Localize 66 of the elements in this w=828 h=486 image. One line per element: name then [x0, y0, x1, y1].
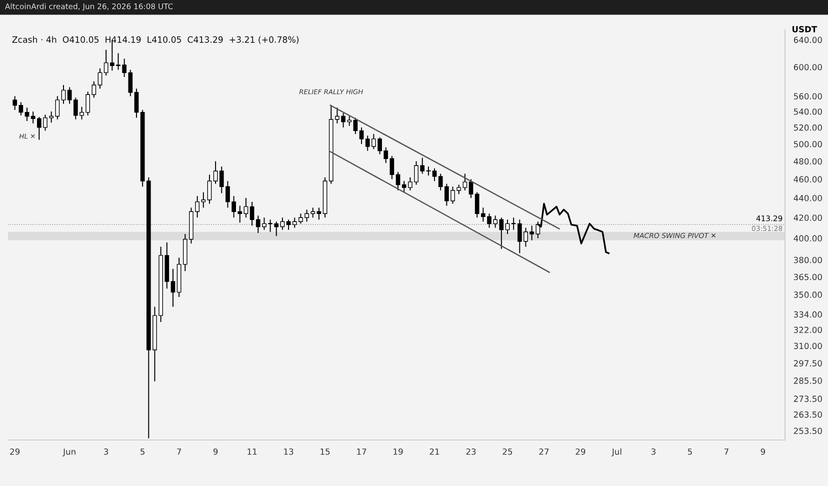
- y-tick-label: 560.00: [794, 93, 822, 100]
- y-tick-label: 350.00: [794, 292, 822, 298]
- candlestick: [18, 102, 24, 116]
- y-tick-label: 440.00: [794, 194, 822, 202]
- x-tick-label: 9: [213, 448, 218, 455]
- y-tick-label: 460.00: [794, 176, 822, 182]
- y-tick-label: 600.00: [794, 64, 822, 70]
- x-tick-label: 27: [539, 448, 549, 455]
- candlestick: [98, 68, 102, 90]
- x-tick-label: 23: [466, 448, 476, 455]
- y-tick-label: 365.00: [794, 274, 822, 280]
- y-axis-title: USDT: [792, 26, 818, 32]
- candlestick: [432, 168, 437, 182]
- candlestick: [396, 171, 400, 191]
- x-tick-label: 11: [248, 448, 257, 455]
- y-tick-label: 285.50: [794, 378, 822, 384]
- x-tick-label: 17: [357, 448, 366, 455]
- x-tick-label: 13: [284, 448, 294, 455]
- x-tick-label: 7: [724, 448, 728, 455]
- candlestick: [390, 155, 394, 180]
- x-tick-label: 5: [688, 448, 692, 455]
- candlestick: [353, 117, 358, 134]
- x-tick-label: 3: [651, 448, 656, 455]
- y-tick-label: 500.00: [794, 140, 822, 148]
- y-tick-label: 310.00: [794, 342, 822, 350]
- text: Zcash · 4h O410.05 H414.19 L410.05 C413.29 +3.21 (+0.78%): [12, 36, 299, 44]
- candlestick: [61, 84, 66, 104]
- y-tick-label: 253.50: [794, 428, 822, 434]
- y-tick-label: 420.00: [794, 214, 822, 221]
- line-series: [537, 202, 610, 254]
- y-tick-label: 380.00: [794, 256, 822, 264]
- candlestick: [426, 166, 431, 176]
- x-tick-label: 29: [10, 448, 20, 455]
- candlestick: [170, 268, 176, 308]
- y-tick-label: 540.00: [794, 108, 822, 115]
- candlestick: [12, 96, 18, 110]
- y-tick-label: 520.00: [794, 124, 822, 131]
- x-tick-label: 3: [104, 448, 108, 455]
- candlestick: [24, 107, 30, 122]
- x-tick-label: 29: [576, 448, 586, 455]
- candlestick: [250, 201, 254, 226]
- x-tick-label: 9: [760, 448, 766, 455]
- y-tick-label: 640.00: [794, 36, 822, 44]
- y-tick-label: 334.00: [794, 311, 822, 318]
- x-tick-label: Jul: [612, 448, 622, 456]
- x-tick-label: 5: [140, 448, 144, 455]
- x-tick-label: 7: [177, 448, 181, 455]
- candlestick: [213, 160, 218, 184]
- x-tick-label: 21: [430, 448, 440, 455]
- x-tick-label: 19: [394, 448, 403, 455]
- y-tick-label: 400.00: [794, 235, 822, 242]
- candlestick: [104, 49, 108, 76]
- y-tick-label: 297.50: [794, 360, 822, 366]
- candlestick: [462, 173, 468, 191]
- candlestick: [468, 178, 474, 198]
- candlestick: [134, 88, 139, 118]
- y-tick-label: 322.00: [794, 326, 822, 334]
- x-tick-label: Jun: [62, 448, 76, 456]
- candlestick: [207, 174, 212, 204]
- x-tick-label: 15: [320, 448, 330, 455]
- candlestick: [244, 197, 248, 218]
- x-tick-label: 25: [502, 448, 512, 455]
- y-tick-label: 480.00: [794, 158, 822, 165]
- candlestick: [359, 126, 364, 144]
- y-tick-label: 263.50: [794, 411, 822, 418]
- y-tick-label: 273.50: [794, 396, 822, 402]
